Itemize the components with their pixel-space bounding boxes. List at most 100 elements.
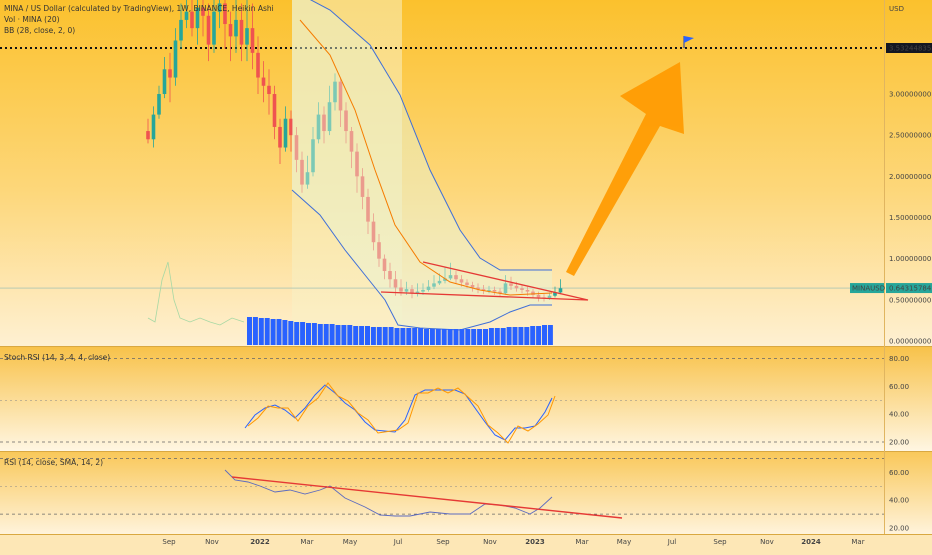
volume-bar	[370, 327, 376, 345]
candle-body	[481, 289, 486, 291]
candle-body	[206, 15, 211, 45]
time-axis-label: 2022	[250, 538, 270, 546]
volume-bar	[453, 329, 459, 345]
candle-body	[245, 28, 249, 45]
candle-body	[520, 288, 524, 290]
price-tick-label: 2.50000000	[889, 132, 931, 140]
volume-bar	[382, 327, 388, 345]
time-axis-label: Mar	[300, 538, 313, 546]
volume-bar	[353, 326, 359, 345]
stoch-tick-label: 20.00	[889, 439, 909, 447]
volume-bar	[288, 321, 294, 345]
candle-body	[498, 291, 502, 294]
volume-bar	[530, 326, 536, 345]
volume-bar	[488, 328, 494, 345]
volume-bar	[506, 327, 512, 345]
candle-body	[388, 271, 392, 280]
candle-body	[509, 283, 513, 286]
candle-body	[404, 289, 409, 292]
time-axis-label: Jul	[667, 538, 677, 546]
candle-body	[272, 94, 277, 127]
volume-bar	[270, 319, 276, 345]
time-axis-label: May	[343, 538, 357, 546]
candle-body	[217, 3, 222, 12]
volume-bar	[400, 328, 406, 345]
candle-body	[228, 24, 233, 37]
bollinger-upper-band	[309, 0, 552, 271]
time-axis-label: Sep	[436, 538, 450, 546]
volume-bar	[276, 319, 282, 345]
candle-body	[437, 280, 442, 284]
candle-body	[443, 278, 447, 281]
volume-bar	[264, 318, 270, 345]
candle-body	[190, 11, 194, 29]
time-axis-label: Nov	[205, 538, 219, 546]
candle-body	[448, 275, 453, 279]
volume-bar	[282, 320, 288, 345]
volume-bar	[536, 326, 542, 345]
target-price-tag	[886, 43, 932, 53]
candle-body	[355, 151, 359, 177]
candle-body	[454, 275, 458, 280]
volume-indicator-label[interactable]: Vol · MINA (20)	[4, 15, 60, 24]
candle-body	[201, 7, 205, 16]
time-axis-label: Mar	[851, 538, 864, 546]
candle-body	[195, 7, 200, 29]
candle-body	[553, 292, 557, 296]
price-tick-label: 3.00000000	[889, 91, 931, 99]
candle-body	[168, 69, 172, 78]
candle-body	[399, 287, 403, 292]
candle-body	[311, 139, 315, 173]
stoch-rsi-label[interactable]: Stoch RSI (14, 3, 4, 4, close)	[4, 353, 111, 362]
bollinger-bands-label[interactable]: BB (28, close, 2, 0)	[4, 26, 76, 35]
falling-wedge-pattern	[380, 261, 589, 301]
stoch-tick-label: 80.00	[889, 355, 909, 363]
volume-bar	[252, 317, 258, 345]
candle-body	[525, 289, 530, 292]
target-price-label: 3.53244835	[889, 45, 931, 53]
volume-bar	[388, 327, 394, 345]
stoch-tick-label: 40.00	[889, 411, 909, 419]
candle-body	[503, 283, 508, 294]
rsi-label[interactable]: RSI (14, close, SMA, 14, 2)	[4, 458, 104, 467]
candle-body	[531, 291, 535, 295]
candle-body	[239, 19, 244, 45]
candle-body	[250, 28, 255, 53]
candle-body	[558, 288, 563, 293]
candle-body	[470, 285, 475, 288]
candle-body	[173, 40, 178, 78]
candle-body	[338, 81, 343, 111]
time-axis-label: Jul	[393, 538, 403, 546]
candle-body	[377, 242, 381, 259]
stoch-tick-label: 60.00	[889, 383, 909, 391]
projection-arrow	[566, 62, 684, 276]
volume-bar	[323, 324, 329, 345]
volume-bar	[424, 329, 429, 345]
volume-bar	[494, 328, 500, 345]
volume-bar	[441, 329, 447, 345]
volume-bar	[483, 329, 488, 345]
candle-body	[261, 77, 266, 86]
current-price-tag	[886, 283, 932, 294]
candle-body	[371, 221, 376, 243]
bollinger-fill	[292, 0, 552, 330]
stoch-d-line	[247, 382, 556, 444]
volume-bar	[518, 327, 524, 345]
candle-body	[487, 289, 491, 291]
volume-bar	[335, 325, 341, 345]
price-tick-label: 1.00000000	[889, 255, 931, 263]
rsi-tick-label: 20.00	[889, 525, 909, 533]
volume-ma-line	[147, 261, 245, 326]
candle-body	[278, 126, 282, 148]
time-axis-label: May	[617, 538, 631, 546]
bollinger-lower-band	[291, 189, 552, 331]
candle-body	[492, 289, 497, 292]
current-price-label: 0.64315784	[889, 285, 932, 293]
price-tick-label: 1.50000000	[889, 214, 931, 222]
volume-bar	[412, 328, 418, 345]
candle-body	[300, 159, 304, 185]
volume-bar	[341, 325, 347, 345]
target-flag-icon	[684, 36, 694, 43]
